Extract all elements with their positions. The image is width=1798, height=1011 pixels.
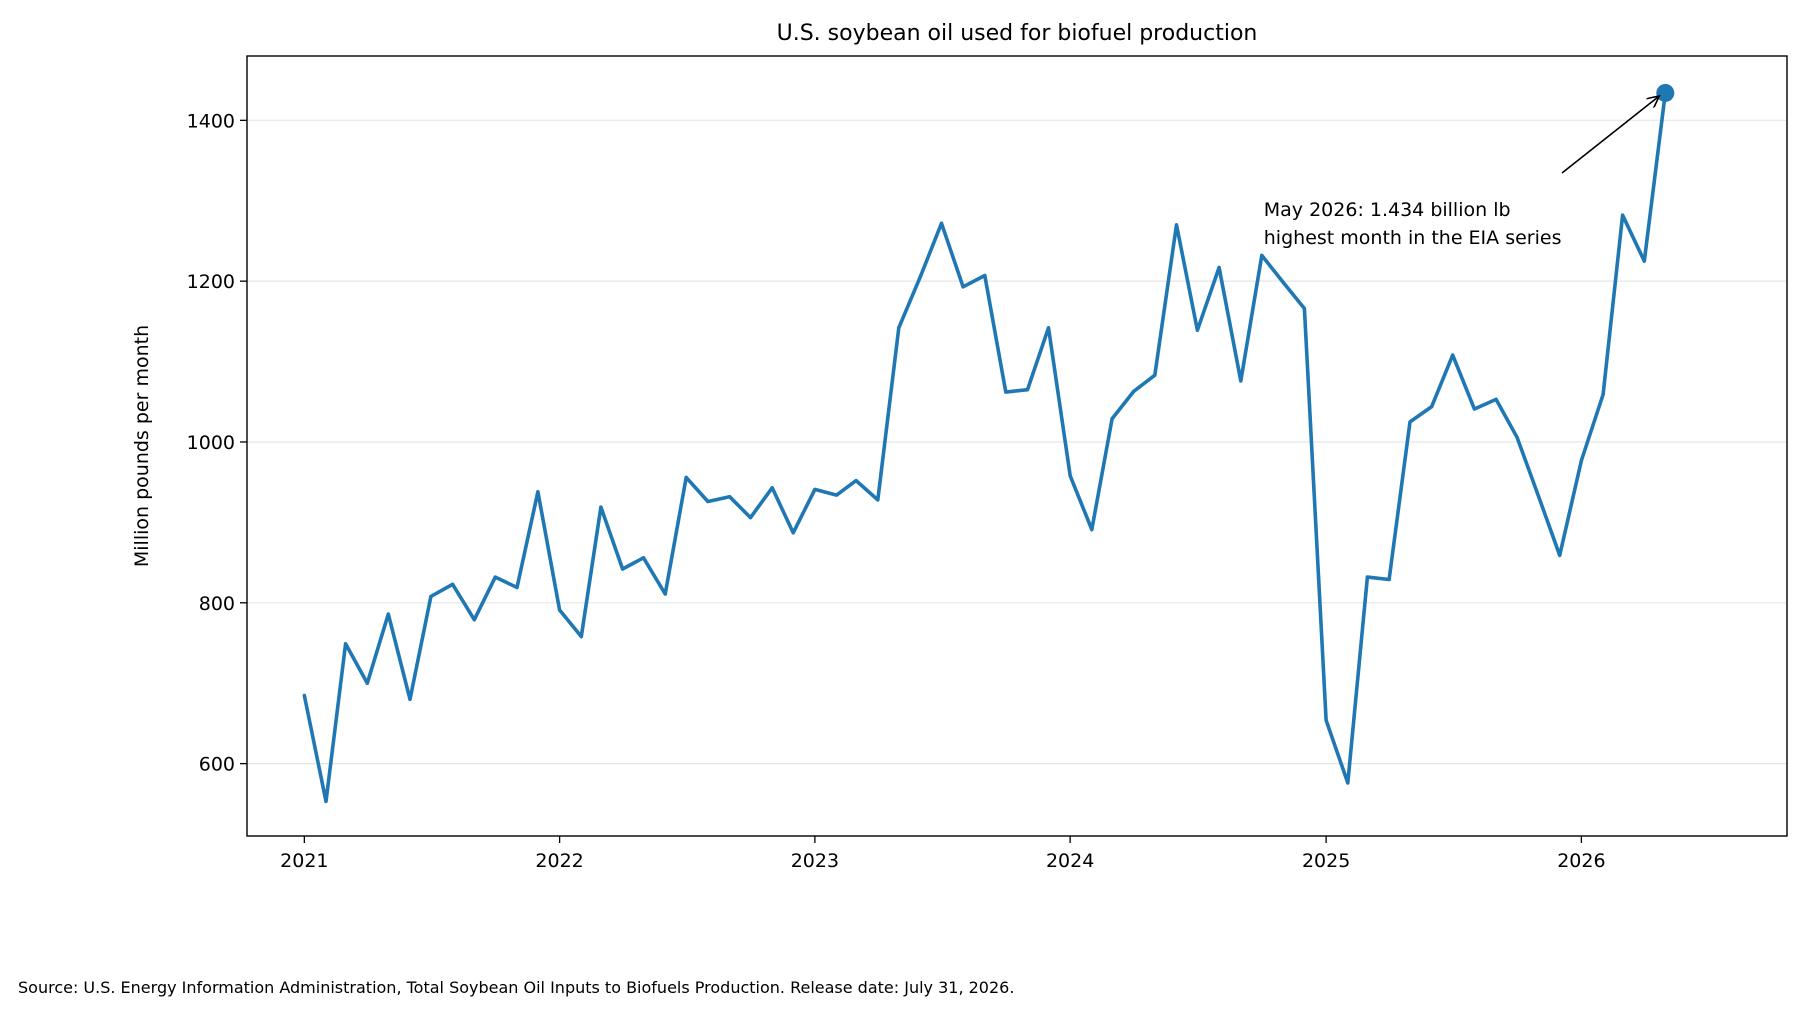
data-point (408, 697, 412, 701)
data-point (1046, 326, 1051, 330)
data-point (727, 495, 732, 499)
data-point (599, 505, 603, 509)
series-layer (302, 83, 1675, 804)
data-point (558, 608, 562, 612)
data-point (961, 285, 965, 289)
data-point (1324, 718, 1328, 722)
data-point (641, 556, 646, 560)
x-ticks: 2021 2022 2023 2024 2025 2026 (280, 836, 1606, 872)
data-point (706, 499, 710, 504)
data-point (1451, 353, 1455, 357)
data-point (791, 531, 795, 535)
data-point (1195, 328, 1200, 332)
data-point (918, 274, 923, 278)
y-tick-label: 1400 (187, 110, 235, 132)
data-point (1068, 474, 1072, 478)
data-point (365, 681, 369, 685)
data-point (515, 585, 519, 590)
data-point (579, 634, 583, 639)
data-point (1472, 407, 1476, 411)
data-point (684, 475, 688, 479)
data-point (1408, 420, 1412, 424)
plot-frame (246, 55, 1788, 837)
data-point (386, 612, 390, 616)
data-point (1132, 389, 1136, 393)
data-point (1025, 388, 1030, 392)
data-point (1621, 213, 1625, 217)
annotation-arrow (1561, 96, 1659, 174)
source-note: Source: U.S. Energy Information Administ… (18, 978, 1014, 997)
data-point (451, 582, 455, 586)
data-point (1642, 259, 1646, 263)
data-point (536, 490, 540, 494)
annotation-line: highest month in the EIA series (1264, 227, 1562, 249)
y-ticks: 600 800 1000 1200 1400 (187, 110, 247, 776)
data-point (1430, 404, 1434, 409)
data-point (1281, 281, 1286, 285)
data-point (1004, 390, 1008, 394)
x-tick-label: 2022 (535, 850, 583, 872)
data-point (1346, 781, 1350, 785)
data-point (748, 515, 753, 520)
data-point (1365, 575, 1369, 579)
y-tick-label: 800 (199, 593, 235, 615)
data-point (876, 498, 880, 502)
data-point (1494, 397, 1498, 401)
data-point (834, 493, 839, 497)
data-point (324, 799, 328, 804)
data-point (302, 693, 306, 697)
data-point (1558, 553, 1562, 557)
y-axis-label: Million pounds per month (131, 325, 153, 567)
data-point (813, 487, 817, 492)
x-tick-label: 2025 (1302, 850, 1350, 872)
x-tick-label: 2026 (1557, 850, 1605, 872)
data-point (1579, 458, 1583, 463)
data-point (1387, 577, 1391, 582)
annotation-text: May 2026: 1.434 billion lb highest month … (1264, 199, 1562, 249)
data-point (1601, 392, 1605, 397)
annotation-line: May 2026: 1.434 billion lb (1264, 199, 1511, 221)
data-point (620, 567, 625, 571)
data-point (1515, 435, 1519, 439)
data-point (472, 618, 476, 622)
data-point (1537, 495, 1541, 499)
data-point (1153, 373, 1157, 377)
data-point (429, 594, 433, 598)
data-point (1239, 379, 1243, 383)
data-point (663, 592, 667, 596)
data-point (983, 273, 987, 278)
x-tick-label: 2024 (1046, 850, 1094, 872)
chart-title: U.S. soybean oil used for biofuel produc… (777, 21, 1258, 46)
data-point (1260, 253, 1264, 258)
data-point (854, 478, 858, 483)
data-point (1217, 265, 1221, 270)
x-tick-label: 2021 (280, 850, 328, 872)
highlight-point (1656, 83, 1675, 102)
data-point (1110, 417, 1114, 421)
annotation: May 2026: 1.434 billion lb highest month … (1264, 96, 1660, 249)
data-point (1090, 528, 1094, 532)
y-tick-label: 600 (199, 754, 235, 776)
data-point (939, 221, 944, 225)
data-point (897, 326, 901, 330)
data-point (344, 642, 348, 646)
data-point (493, 575, 497, 579)
data-point (770, 486, 774, 490)
y-tick-label: 1200 (187, 271, 235, 293)
x-tick-label: 2023 (791, 850, 839, 872)
gridlines (247, 119, 1787, 765)
axes (246, 55, 1788, 837)
y-tick-label: 1000 (187, 432, 235, 454)
data-point (1174, 223, 1179, 227)
data-point (1302, 306, 1307, 311)
